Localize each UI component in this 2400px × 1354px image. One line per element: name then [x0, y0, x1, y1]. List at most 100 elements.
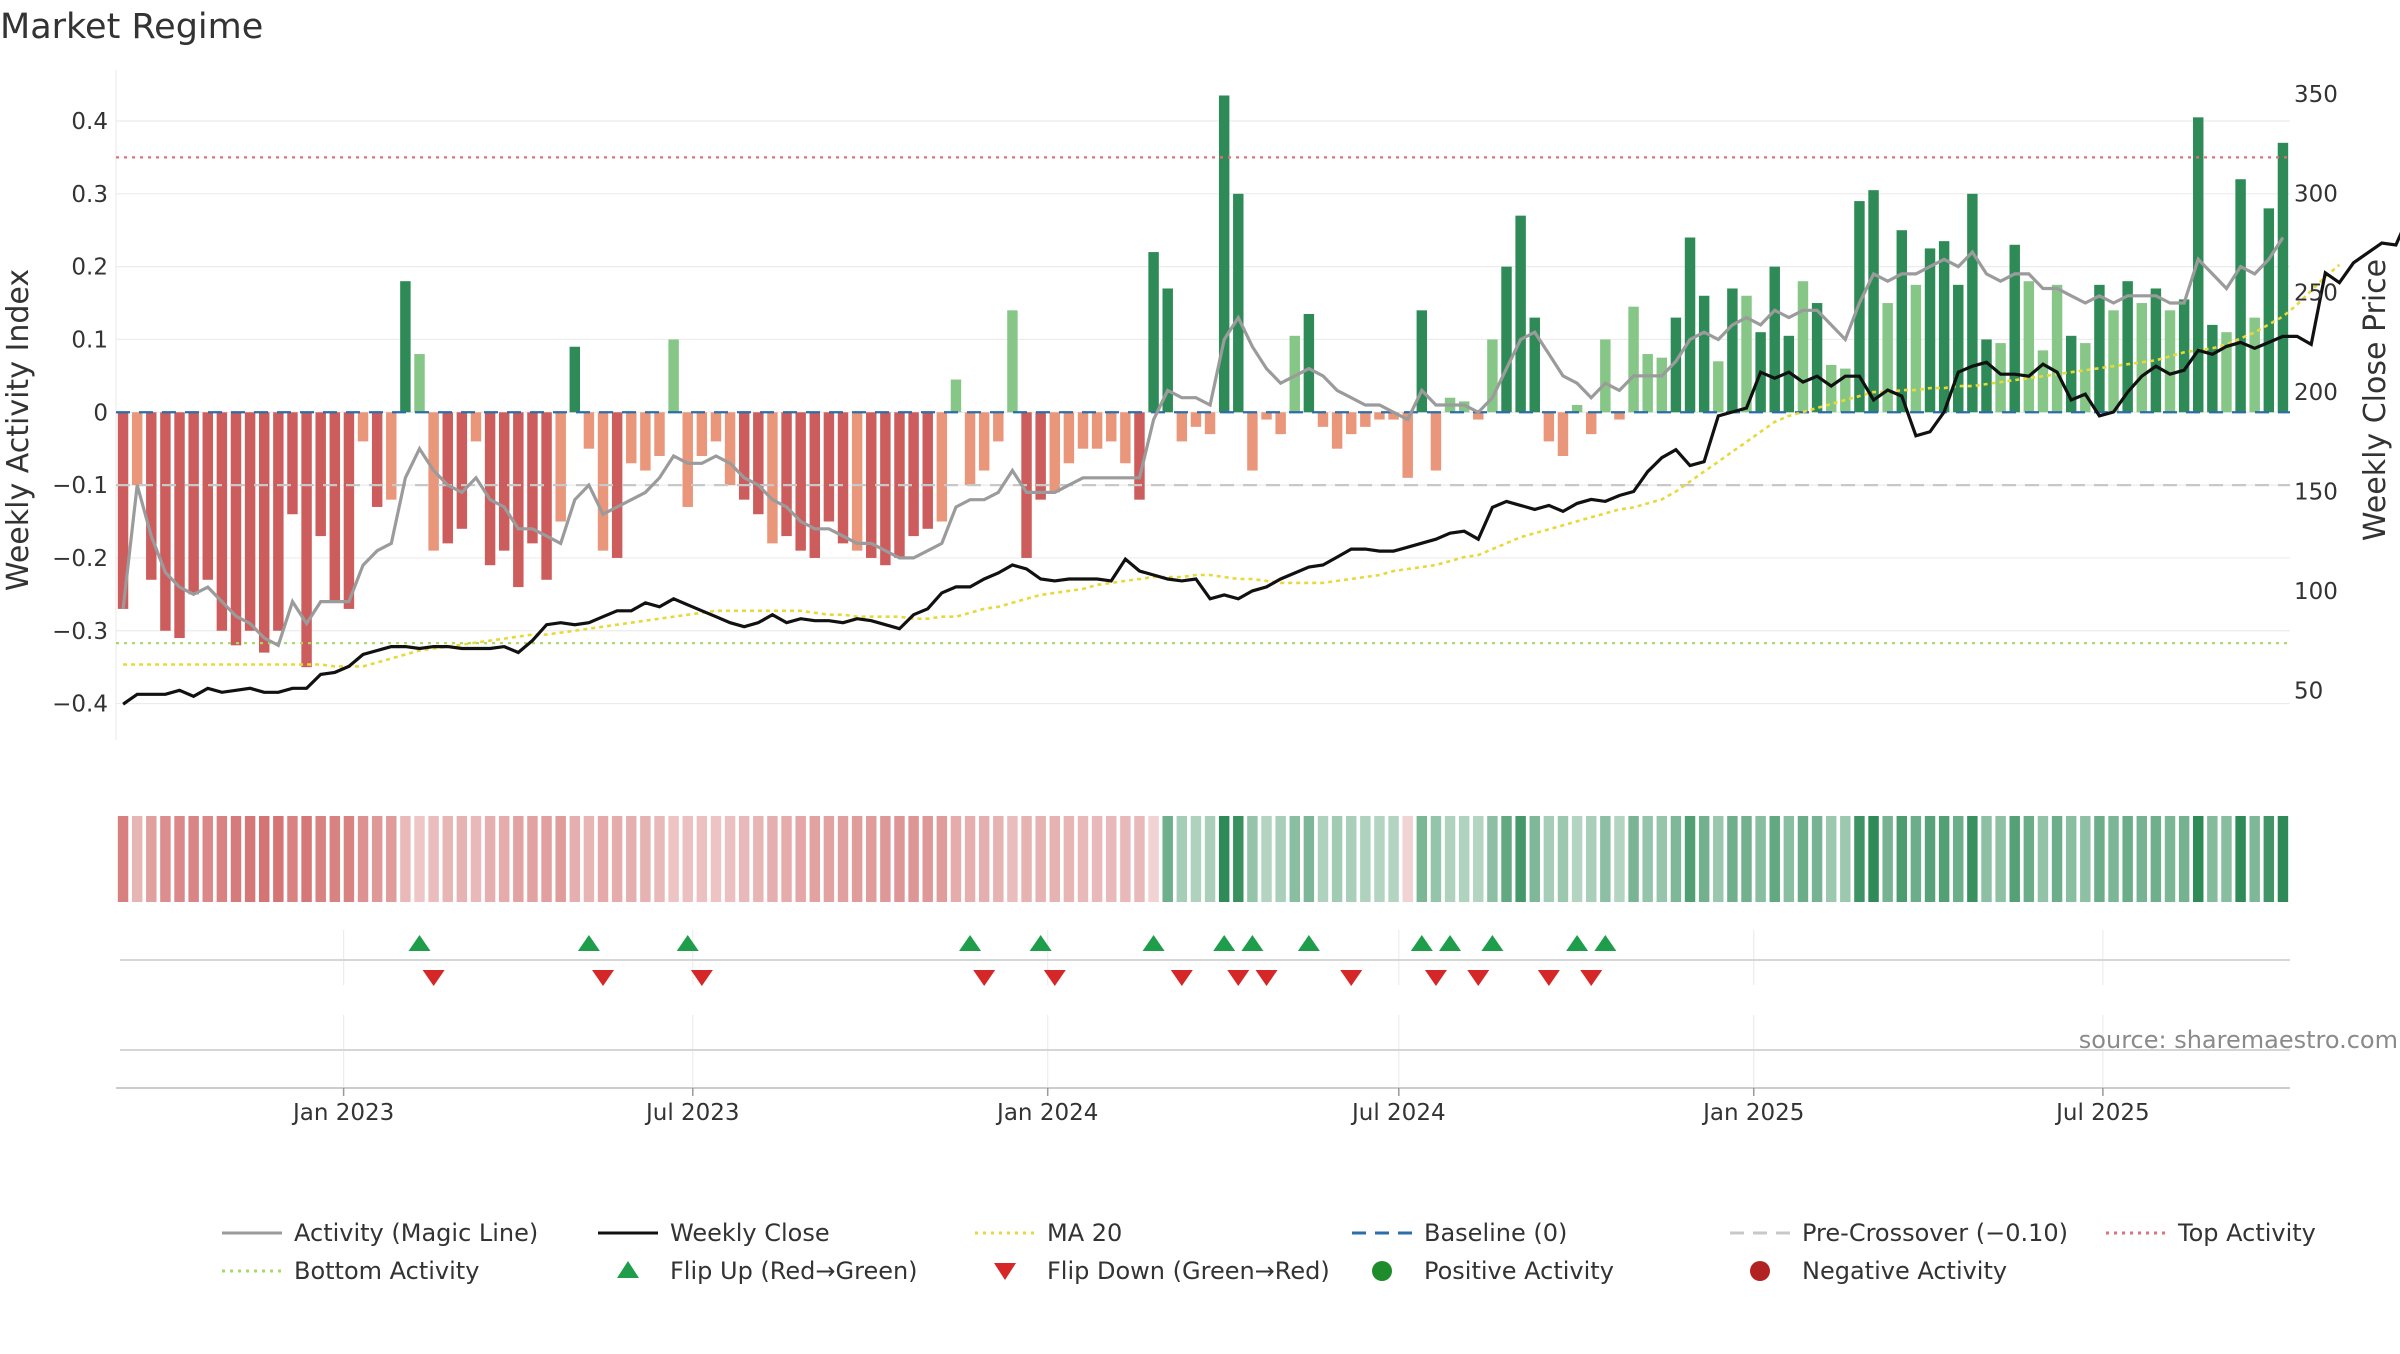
regime-cell	[894, 816, 905, 902]
activity-bar	[1331, 412, 1343, 449]
activity-bar	[654, 412, 665, 456]
regime-cell	[922, 816, 933, 902]
flip-up-marker	[959, 935, 982, 951]
regime-cell	[2009, 816, 2020, 902]
activity-bar	[922, 412, 933, 529]
regime-cell	[555, 816, 566, 902]
activity-bar	[1769, 266, 1780, 413]
activity-bar	[343, 412, 355, 609]
flip-up-marker	[1481, 935, 1504, 951]
regime-cell	[2080, 816, 2091, 902]
regime-cell	[287, 816, 298, 902]
regime-cell	[2277, 816, 2289, 902]
x-tick-label: Jul 2025	[2054, 1100, 2150, 1126]
activity-bar	[244, 412, 256, 631]
activity-bar	[753, 412, 764, 515]
flip-down-marker	[1537, 970, 1560, 986]
activity-bar	[2221, 332, 2232, 413]
activity-bar	[2136, 303, 2147, 413]
activity-bar	[767, 412, 778, 544]
flip-down-marker	[973, 970, 996, 986]
regime-cell	[964, 816, 976, 902]
activity-bar	[160, 412, 171, 631]
legend-label: Negative Activity	[1802, 1257, 2007, 1285]
regime-cell	[456, 816, 468, 902]
regime-cell	[188, 816, 199, 902]
regime-cell	[978, 816, 990, 902]
activity-bar	[188, 412, 199, 595]
activity-bar	[2080, 343, 2091, 413]
regime-cell	[1896, 816, 1908, 902]
activity-bar	[950, 379, 962, 413]
regime-cell	[2051, 816, 2063, 902]
legend-label: Bottom Activity	[294, 1257, 479, 1285]
activity-bar	[1600, 339, 1611, 413]
activity-bar	[1473, 412, 1484, 420]
regime-cell	[1571, 816, 1583, 902]
legend-label: Top Activity	[2177, 1219, 2316, 1247]
right-tick-label: 250	[2294, 281, 2338, 307]
activity-bar	[456, 412, 468, 529]
activity-bar	[880, 412, 891, 566]
regime-cell	[738, 816, 750, 902]
regime-cell	[131, 816, 143, 902]
legend-item: Weekly Close	[598, 1219, 830, 1247]
activity-bar	[2150, 288, 2162, 413]
regime-cell	[1247, 816, 1258, 902]
activity-bar	[1727, 288, 1738, 413]
regime-cell	[244, 816, 256, 902]
activity-bar	[1995, 343, 2006, 413]
regime-cell	[1600, 816, 1611, 902]
regime-cell	[1670, 816, 1682, 902]
regime-cell	[1106, 816, 1117, 902]
activity-bar	[428, 412, 439, 551]
flip-up-marker	[1297, 935, 1320, 951]
regime-cell	[1585, 816, 1597, 902]
activity-bar	[640, 412, 651, 471]
activity-bar	[1571, 405, 1583, 413]
activity-bar	[1938, 241, 1950, 413]
activity-bar	[1741, 295, 1752, 413]
activity-bar	[1233, 193, 1244, 413]
regime-cell	[823, 816, 835, 902]
regime-cell	[1854, 816, 1865, 902]
regime-cell	[654, 816, 665, 902]
regime-cell	[1487, 816, 1498, 902]
legend-swatch	[994, 1263, 1016, 1280]
regime-cell	[1995, 816, 2006, 902]
activity-bar	[1840, 368, 1851, 413]
regime-cell	[1021, 816, 1032, 902]
activity-bar	[668, 339, 679, 413]
legend-label: Pre-Crossover (−0.10)	[1802, 1219, 2068, 1247]
activity-bar	[993, 412, 1004, 442]
regime-cell	[216, 816, 228, 902]
regime-cell	[710, 816, 722, 902]
activity-bar	[541, 412, 552, 580]
regime-cell	[1261, 816, 1272, 902]
activity-bar	[1035, 412, 1046, 500]
activity-bar	[964, 412, 976, 486]
regime-cell	[1642, 816, 1653, 902]
activity-bar	[1924, 248, 1936, 413]
activity-bar	[682, 412, 693, 507]
regime-cell	[696, 816, 708, 902]
regime-cell	[851, 816, 863, 902]
regime-cell	[1430, 816, 1442, 902]
regime-cell	[1656, 816, 1668, 902]
regime-cell	[626, 816, 637, 902]
activity-bar	[1346, 412, 1357, 435]
legend-label: MA 20	[1047, 1219, 1122, 1247]
left-axis-ticks: 0.4 0.3 0.2 0.1 0 −0.1 −0.2 −0.3 −0.4	[52, 109, 108, 718]
regime-cell	[2108, 816, 2119, 902]
activity-bar	[1515, 215, 1526, 413]
activity-bar	[611, 412, 623, 558]
regime-cell	[541, 816, 552, 902]
activity-bar	[1487, 339, 1498, 413]
legend-swatch	[617, 1261, 639, 1278]
activity-bar	[1148, 252, 1159, 413]
regime-cell	[1529, 816, 1540, 902]
activity-bars	[117, 95, 2289, 668]
regime-cell	[1049, 816, 1060, 902]
chart-title: Market Regime	[0, 7, 263, 47]
regime-cell	[1755, 816, 1766, 902]
